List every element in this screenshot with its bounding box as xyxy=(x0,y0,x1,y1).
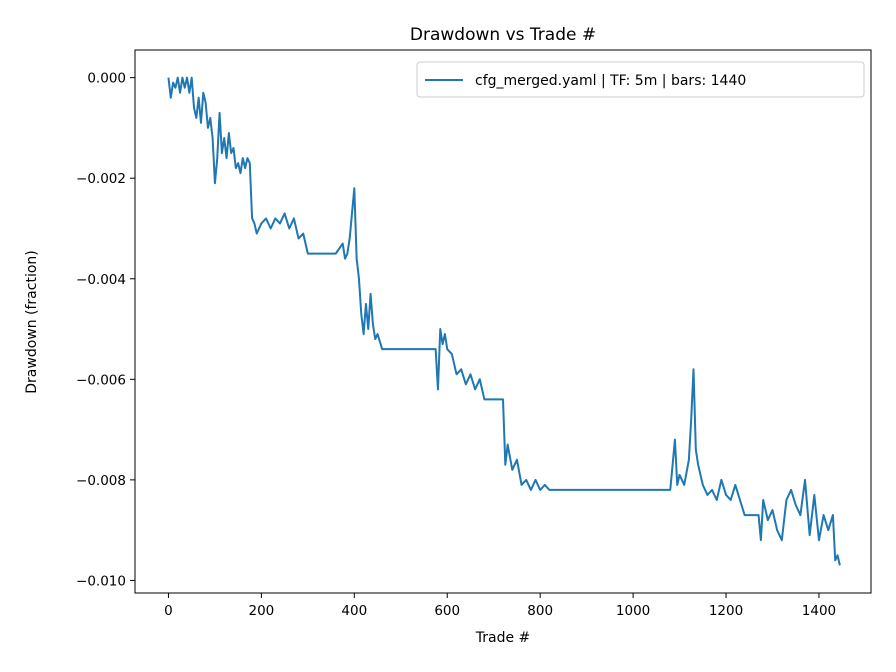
x-tick-label: 1400 xyxy=(802,603,836,619)
plot-area xyxy=(134,49,872,594)
x-tick-label: 600 xyxy=(434,603,460,619)
x-tick-label: 800 xyxy=(527,603,553,619)
x-axis-label: Trade # xyxy=(475,630,531,646)
y-axis-label: Drawdown (fraction) xyxy=(24,250,40,394)
x-tick-label: 200 xyxy=(248,603,274,619)
axes-frame xyxy=(134,49,872,594)
y-axis-ticks: 0.000 −0.002 −0.004 −0.006 −0.008 −0.010 xyxy=(76,71,135,589)
x-axis-ticks: 0 200 400 600 800 1000 1200 1400 xyxy=(164,593,836,619)
y-tick-label: −0.010 xyxy=(76,573,126,589)
y-tick-label: −0.006 xyxy=(76,372,126,388)
y-tick-label: 0.000 xyxy=(87,71,126,87)
legend: cfg_merged.yaml | TF: 5m | bars: 1440 xyxy=(416,61,865,98)
y-tick-label: −0.008 xyxy=(76,473,126,489)
series-layer xyxy=(167,76,841,566)
x-tick-label: 0 xyxy=(164,603,173,619)
y-tick-label: −0.004 xyxy=(76,272,126,288)
x-tick-label: 1200 xyxy=(709,603,743,619)
legend-box xyxy=(416,61,865,98)
chart-title: Drawdown vs Trade # xyxy=(410,25,596,45)
series-line-0 xyxy=(167,76,841,566)
y-tick-label: −0.002 xyxy=(76,171,126,187)
axes-background xyxy=(135,50,871,593)
legend-entry-label: cfg_merged.yaml | TF: 5m | bars: 1440 xyxy=(475,73,746,89)
x-tick-label: 1000 xyxy=(616,603,650,619)
x-tick-label: 400 xyxy=(341,603,367,619)
